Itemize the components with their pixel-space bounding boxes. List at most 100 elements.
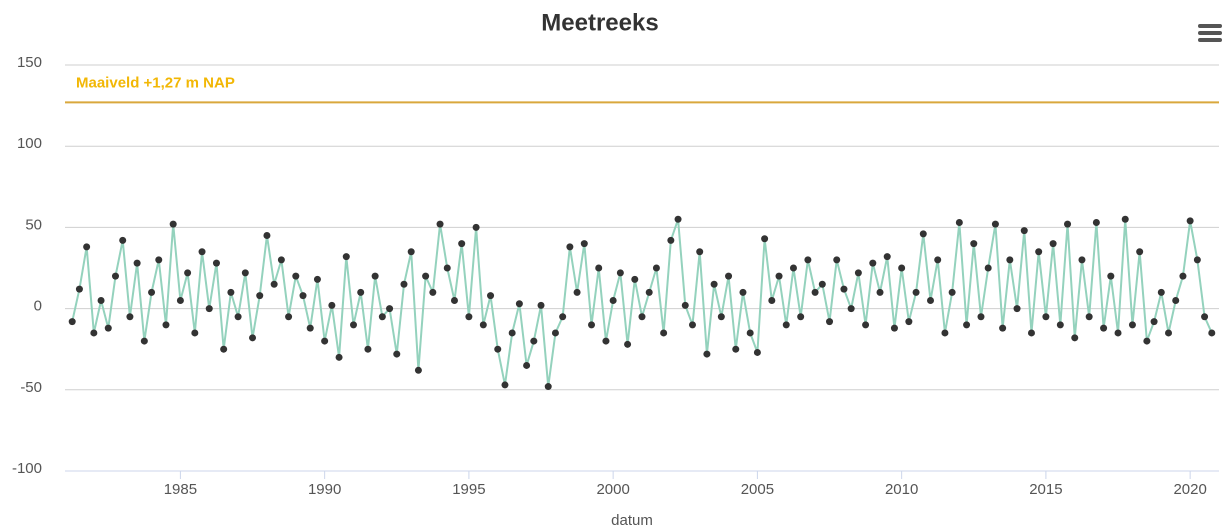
data-point <box>342 253 350 261</box>
data-point <box>696 248 704 256</box>
data-point <box>205 305 213 313</box>
data-point <box>501 381 509 389</box>
data-point <box>1193 256 1201 264</box>
data-point <box>1042 313 1050 321</box>
data-point <box>371 272 379 280</box>
x-tick-label: 2015 <box>1029 481 1062 498</box>
data-point <box>176 296 184 304</box>
data-point <box>458 240 466 248</box>
data-point <box>292 272 300 280</box>
data-point <box>1150 318 1158 326</box>
data-point <box>436 220 444 228</box>
data-point <box>234 313 242 321</box>
data-point <box>472 223 480 231</box>
data-point <box>1020 227 1028 235</box>
data-point <box>155 256 163 264</box>
x-tick-label: 2005 <box>741 481 774 498</box>
data-point <box>1179 272 1187 280</box>
data-point <box>833 256 841 264</box>
data-point <box>1136 248 1144 256</box>
data-point <box>645 288 653 296</box>
data-point <box>443 264 451 272</box>
y-tick-label: 0 <box>34 298 42 315</box>
data-point <box>955 219 963 227</box>
data-point <box>1208 329 1216 337</box>
data-point <box>479 321 487 329</box>
data-point <box>876 288 884 296</box>
data-point <box>775 272 783 280</box>
data-point <box>393 350 401 358</box>
data-point <box>674 215 682 223</box>
data-point <box>1027 329 1035 337</box>
data-point <box>551 329 559 337</box>
data-point <box>588 321 596 329</box>
data-point <box>119 236 127 244</box>
data-point <box>270 280 278 288</box>
data-point <box>494 345 502 353</box>
data-point <box>566 243 574 251</box>
data-point <box>90 329 98 337</box>
data-point <box>126 313 134 321</box>
data-point <box>328 301 336 309</box>
data-point <box>386 305 394 313</box>
data-point <box>746 329 754 337</box>
data-point <box>970 240 978 248</box>
data-point <box>688 321 696 329</box>
data-point <box>840 285 848 293</box>
data-point <box>681 301 689 309</box>
data-point <box>335 353 343 361</box>
data-point <box>624 340 632 348</box>
data-point <box>97 296 105 304</box>
data-point <box>227 288 235 296</box>
data-point <box>1114 329 1122 337</box>
data-point <box>898 264 906 272</box>
reference-label: Maaiveld +1,27 m NAP <box>76 74 235 91</box>
data-point <box>999 324 1007 332</box>
data-point <box>753 348 761 356</box>
data-point <box>984 264 992 272</box>
data-point <box>169 220 177 228</box>
data-point <box>811 288 819 296</box>
data-point <box>652 264 660 272</box>
data-point <box>256 292 264 300</box>
menu-button[interactable] <box>1198 24 1222 42</box>
data-point <box>782 321 790 329</box>
data-point <box>991 220 999 228</box>
x-tick-label: 1985 <box>164 481 197 498</box>
menu-bar <box>1198 38 1222 42</box>
data-point <box>927 296 934 304</box>
data-point <box>1100 324 1108 332</box>
data-point <box>104 324 112 332</box>
data-point <box>1172 296 1180 304</box>
data-point <box>191 329 199 337</box>
data-point <box>1078 256 1086 264</box>
data-point <box>537 301 545 309</box>
y-tick-label: -100 <box>12 460 42 477</box>
data-point <box>638 313 646 321</box>
x-tick-label: 2010 <box>885 481 918 498</box>
x-tick-label: 1995 <box>452 481 485 498</box>
data-point <box>400 280 408 288</box>
data-point <box>948 288 956 296</box>
data-point <box>1128 321 1136 329</box>
data-point <box>68 318 76 326</box>
data-point <box>465 313 473 321</box>
data-point <box>378 313 386 321</box>
data-point <box>725 272 733 280</box>
data-point <box>523 361 531 369</box>
data-point <box>1006 256 1014 264</box>
data-point <box>862 321 870 329</box>
menu-bar <box>1198 31 1222 35</box>
data-point <box>162 321 170 329</box>
data-point <box>1201 313 1209 321</box>
data-point <box>616 269 624 277</box>
data-point <box>299 292 307 300</box>
data-point <box>912 288 920 296</box>
data-point <box>263 232 271 240</box>
data-point <box>212 259 220 267</box>
y-tick-label: -50 <box>20 379 42 396</box>
data-point <box>83 243 91 251</box>
data-point <box>732 345 740 353</box>
data-point <box>350 321 357 329</box>
data-point <box>1157 288 1165 296</box>
